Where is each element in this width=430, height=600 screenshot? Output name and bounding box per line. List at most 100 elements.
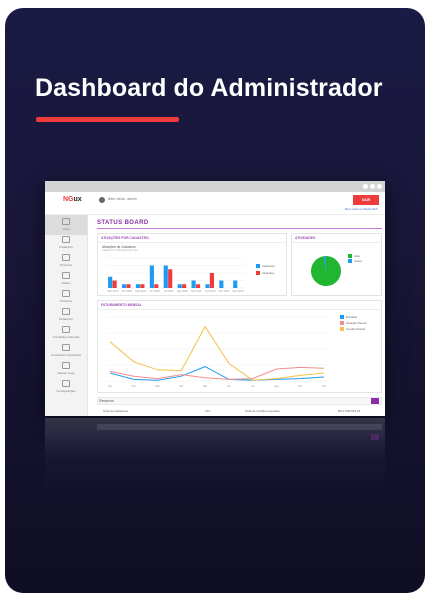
x-tick-label: Mar 2016: [107, 289, 119, 293]
sidebar-item-label: Deletar Logs: [57, 371, 75, 375]
sidebar-item-relatorios[interactable]: Relatórios: [45, 305, 87, 325]
window-dot: [370, 184, 375, 189]
x-tick-label: Jan: [108, 384, 113, 388]
sidebar-item-produtos[interactable]: Produtos: [45, 251, 87, 271]
sidebar-item-label: Relatórios: [59, 317, 73, 321]
hero-card: Dashboard do Administrador NGux Bem-Vind…: [5, 8, 425, 593]
report-icon: [62, 308, 70, 315]
sidebar-item-cadastros[interactable]: Cadastros: [45, 233, 87, 253]
reflection-bar: [97, 424, 382, 430]
sidebar-item-produtos-2[interactable]: Produtos: [45, 287, 87, 307]
legend-swatch: [256, 271, 260, 276]
x-tick-label: Mar: [155, 384, 160, 388]
check-icon: [62, 344, 70, 351]
chart-bar: [168, 269, 173, 288]
resumo-title: Resumo: [99, 398, 114, 403]
trash-icon: [62, 362, 70, 369]
chart-bar: [205, 284, 210, 288]
legend-swatch: [256, 264, 260, 269]
x-tick-label: Jun: [227, 384, 232, 388]
sidebar-item-comissoes-mensais[interactable]: Comissões Mensais: [45, 323, 87, 343]
status-board-rule: [97, 228, 382, 229]
dashboard-mockup: NGux Bem-Vindo, admin SAIR Bem-vindo ao …: [45, 181, 385, 416]
logout-button[interactable]: SAIR: [353, 195, 379, 205]
legend-item: Cadastros: [256, 264, 275, 269]
chart-bar: [149, 265, 154, 288]
window-titlebar: [45, 181, 385, 192]
x-tick-label: Set: [298, 384, 302, 388]
user-name: Bem-Vindo, admin: [108, 197, 137, 201]
panel-rule: [98, 309, 381, 310]
network-icon: [62, 272, 70, 279]
app-logo: NGux: [63, 196, 82, 203]
sidebar-item-label: Produtos: [59, 263, 72, 267]
chart-bar: [163, 265, 168, 288]
chart-bar: [112, 280, 117, 288]
legend-swatch: [348, 259, 352, 264]
sidebar-item-label: Configurações: [56, 389, 76, 393]
x-tick-label: Jun 2016: [149, 289, 160, 293]
panel-title: ATIVAÇÕES POR CADASTRO: [101, 236, 149, 240]
sidebar-item-inicio[interactable]: Inicio: [45, 215, 87, 235]
legend-item: Entradas: [340, 315, 357, 320]
sidebar-item-label: Comissões Mensais: [52, 335, 80, 339]
legend-swatch: [348, 254, 352, 259]
x-tick-label: Ago: [274, 384, 279, 388]
chart-bar: [191, 280, 196, 288]
sidebar: Inicio Cadastros Produtos Redes Produtos…: [45, 215, 88, 416]
chart-bar: [177, 284, 182, 288]
breadcrumb[interactable]: Bem-vindo ao Painel NGX: [345, 207, 378, 211]
sidebar-item-label: Comissões Conferidas: [50, 353, 82, 357]
x-tick-label: Mai 2016: [135, 289, 146, 293]
chart-bar: [135, 284, 141, 288]
legend-item: Ativo: [348, 254, 360, 259]
x-tick-label: Out 2016: [205, 289, 216, 293]
avatar: [99, 197, 105, 203]
chart-subtitle: Ativações de Cadastros: [102, 245, 136, 249]
resumo-header[interactable]: [97, 397, 382, 405]
sidebar-item-configuracoes[interactable]: Configurações: [45, 377, 87, 397]
sidebar-item-label: Inicio: [62, 227, 70, 231]
sidebar-item-redes[interactable]: Redes: [45, 269, 87, 289]
x-tick-label: Dez 2016: [232, 289, 244, 293]
sidebar-item-label: Produtos: [59, 299, 72, 303]
x-tick-label: Abr 2016: [122, 289, 133, 293]
mockup-reflection: [45, 418, 385, 498]
users-icon: [62, 236, 70, 243]
box-icon: [62, 254, 70, 261]
sidebar-item-deletar-logs[interactable]: Deletar Logs: [45, 359, 87, 379]
chart-bar: [219, 280, 224, 288]
collapse-icon[interactable]: [371, 398, 379, 404]
legend-item: Vendas Diretas: [340, 327, 365, 332]
series-line: [109, 366, 325, 381]
panel-title: FATURAMENTO MENSAL: [101, 303, 142, 307]
chart-bar: [121, 284, 127, 288]
sidebar-item-comissoes-conferidas[interactable]: Comissões Conferidas: [45, 341, 87, 361]
resumo-value: R$ 1.505.695,19: [338, 409, 361, 413]
chart-bar: [126, 284, 131, 288]
x-tick-label: Fev: [132, 384, 137, 388]
reflection-accent: [371, 434, 379, 440]
package-icon: [62, 290, 70, 297]
x-tick-label: Set 2016: [191, 289, 202, 293]
window-dot: [377, 184, 382, 189]
legend-swatch: [340, 315, 344, 320]
x-tick-label: Mai: [203, 384, 208, 388]
panel-rule: [292, 242, 381, 243]
status-board-title: STATUS BOARD: [97, 220, 149, 226]
chart-bar: [182, 284, 187, 288]
chart-bar: [195, 284, 201, 288]
sidebar-item-label: Redes: [61, 281, 71, 285]
chart-bar: [209, 273, 214, 288]
resumo-value: 123: [205, 409, 211, 413]
resumo-label: Total de Créditos Gerados: [245, 409, 280, 413]
app-header: [45, 192, 385, 215]
eye-icon: [62, 380, 70, 387]
home-icon: [62, 218, 70, 225]
page-title: Dashboard do Administrador: [35, 74, 383, 102]
legend-item: Ativação Mensal: [340, 321, 367, 326]
chart-bar: [154, 284, 159, 288]
x-tick-label: Ago 2016: [177, 289, 189, 293]
activations-panel: ATIVAÇÕES POR CADASTRO Ativações de Cada…: [97, 233, 287, 296]
monthly-line-chart: Jan Fev Mar Abr Mai Jun Jul Ago Set Out: [106, 316, 328, 388]
